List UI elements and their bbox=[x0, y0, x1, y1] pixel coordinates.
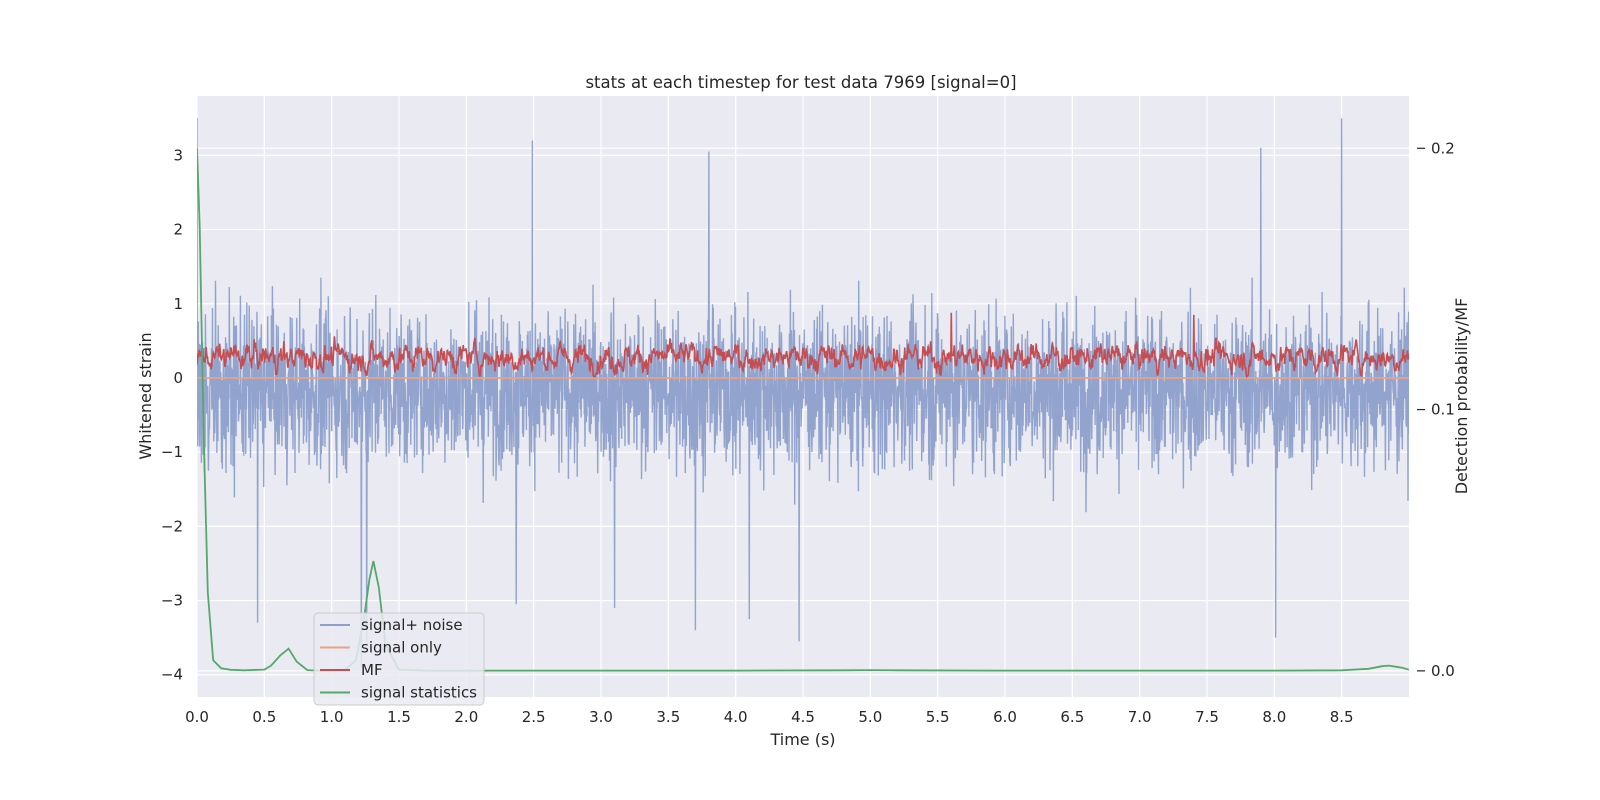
y-tick-label-left: −4 bbox=[161, 666, 183, 684]
series-layer bbox=[197, 118, 1409, 672]
x-tick-label: 4.5 bbox=[791, 708, 815, 726]
legend-box bbox=[313, 612, 485, 706]
x-axis-title: Time (s) bbox=[769, 730, 835, 749]
series-signal-statistics bbox=[197, 148, 1409, 672]
x-tick-label: 6.0 bbox=[993, 708, 1017, 726]
x-tick-label: 7.5 bbox=[1195, 708, 1219, 726]
y-tick-label-left: −1 bbox=[161, 443, 183, 461]
legend-label: signal statistics bbox=[361, 684, 477, 702]
y-tick-label-left: −3 bbox=[161, 592, 183, 610]
legend: signal+ noise signal only MF signal statist… bbox=[313, 612, 485, 706]
chart-title: stats at each timestep for test data 796… bbox=[585, 73, 1016, 92]
legend-label: signal only bbox=[361, 639, 442, 657]
x-axis: 0.0 0.5 1.0 1.5 2.0 2.5 3.0 3.5 4.0 4.5 5.0 5.5 6.0 6… bbox=[185, 708, 1354, 726]
x-tick-label: 4.0 bbox=[724, 708, 748, 726]
x-tick-label: 0.5 bbox=[252, 708, 276, 726]
y-tick-label-right: 0.1 bbox=[1431, 401, 1455, 419]
x-tick-label: 3.5 bbox=[656, 708, 680, 726]
x-tick-label: 1.5 bbox=[387, 708, 411, 726]
y-tick-label-right: 0.2 bbox=[1431, 139, 1455, 157]
legend-label: signal+ noise bbox=[361, 616, 463, 634]
x-tick-label: 5.0 bbox=[858, 708, 882, 726]
x-tick-label: 8.0 bbox=[1262, 708, 1286, 726]
y-tick-label-left: 3 bbox=[173, 146, 183, 164]
x-tick-label: 2.5 bbox=[522, 708, 546, 726]
x-tick-label: 2.0 bbox=[454, 708, 478, 726]
x-tick-label: 6.5 bbox=[1060, 708, 1084, 726]
y-axis-left-title: Whitened strain bbox=[136, 332, 155, 459]
y-tick-label-left: 1 bbox=[173, 295, 183, 313]
y-tick-label-left: 2 bbox=[173, 221, 183, 239]
x-tick-label: 8.5 bbox=[1330, 708, 1354, 726]
legend-label: MF bbox=[361, 661, 383, 679]
y-axis-right: 0.0 0.1 0.2 bbox=[1417, 139, 1455, 680]
x-tick-label: 0.0 bbox=[185, 708, 209, 726]
x-tick-label: 3.0 bbox=[589, 708, 613, 726]
x-tick-label: 7.0 bbox=[1128, 708, 1152, 726]
x-tick-label: 5.5 bbox=[926, 708, 950, 726]
y-tick-label-left: 0 bbox=[173, 369, 183, 387]
y-tick-label-right: 0.0 bbox=[1431, 662, 1455, 680]
x-tick-label: 1.0 bbox=[320, 708, 344, 726]
y-axis-right-title: Detection probability/MF bbox=[1452, 298, 1471, 495]
series-mf bbox=[197, 312, 1409, 379]
y-tick-label-left: −2 bbox=[161, 517, 183, 535]
y-axis-left: −4 −3 −2 −1 0 1 2 3 bbox=[161, 146, 183, 683]
